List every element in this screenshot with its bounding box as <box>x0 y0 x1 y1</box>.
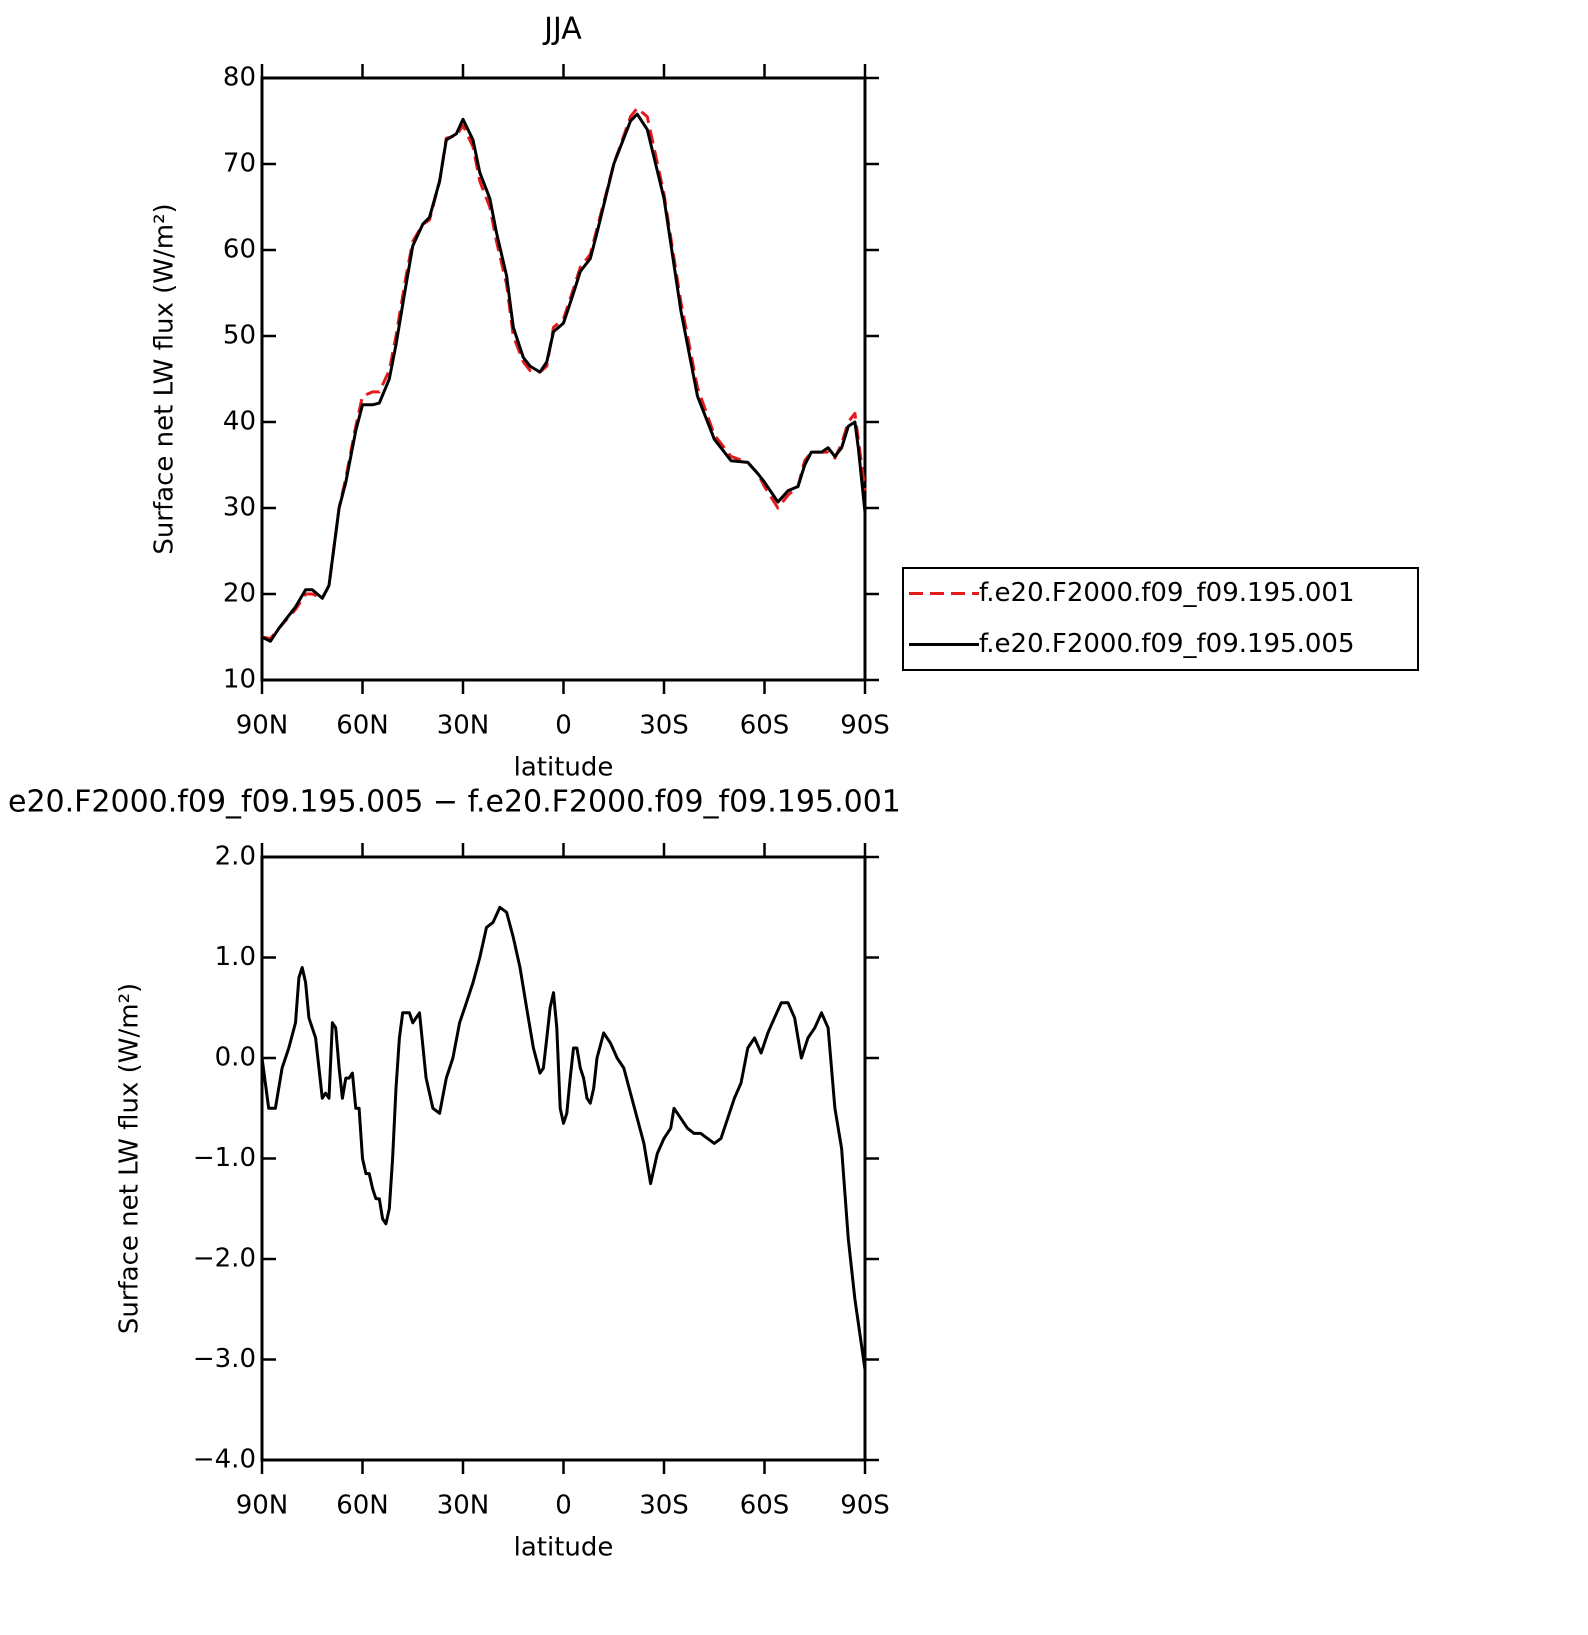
x-tick-label: 0 <box>555 711 572 741</box>
y-tick-label: −3.0 <box>193 1344 256 1374</box>
y-tick-label: 2.0 <box>215 842 256 872</box>
y-tick-label: 40 <box>223 407 256 437</box>
x-tick-label: 30S <box>639 711 689 741</box>
x-tick-label: 30N <box>437 711 490 741</box>
x-tick-label: 60S <box>740 1491 790 1521</box>
line-series <box>260 905 867 1370</box>
x-tick-label: 90N <box>236 711 289 741</box>
legend-box <box>902 567 1419 671</box>
x-tick-label: 60N <box>336 711 389 741</box>
y-tick-label: 10 <box>223 665 256 695</box>
y-tick-label: 50 <box>223 321 256 351</box>
x-tick-label: 0 <box>555 1491 572 1521</box>
x-tick-label: 60N <box>336 1491 389 1521</box>
y-axis-label: Surface net LW flux (W/m²) <box>150 203 180 554</box>
y-tick-label: 60 <box>223 235 256 265</box>
chart-title: JJA <box>542 12 582 47</box>
x-tick-label: 90N <box>236 1491 289 1521</box>
legend-label: f.e20.F2000.f09_f09.195.005 <box>979 629 1355 659</box>
x-tick-label: 30S <box>639 1491 689 1521</box>
y-tick-label: 20 <box>223 579 256 609</box>
x-tick-label: 90S <box>840 1491 890 1521</box>
y-axis-label: Surface net LW flux (W/m²) <box>115 983 145 1334</box>
y-tick-label: −4.0 <box>193 1445 256 1475</box>
chart-title: e20.F2000.f09_f09.195.005 − f.e20.F2000.… <box>8 785 901 820</box>
legend-label: f.e20.F2000.f09_f09.195.001 <box>979 578 1355 608</box>
line-series <box>261 112 867 643</box>
y-tick-label: −2.0 <box>193 1244 256 1274</box>
y-tick-label: 1.0 <box>215 942 256 972</box>
x-axis-label: latitude <box>514 753 614 783</box>
plot-frame <box>260 76 867 682</box>
y-tick-label: 30 <box>223 493 256 523</box>
x-axis-label: latitude <box>514 1533 614 1563</box>
x-tick-label: 90S <box>840 711 890 741</box>
x-tick-label: 30N <box>437 1491 490 1521</box>
y-tick-label: 0.0 <box>215 1043 256 1073</box>
y-tick-label: 80 <box>223 63 256 93</box>
y-tick-label: 70 <box>223 149 256 179</box>
line-series <box>261 106 867 641</box>
y-tick-label: −1.0 <box>193 1143 256 1173</box>
x-tick-label: 60S <box>740 711 790 741</box>
plot-frame <box>260 855 867 1462</box>
